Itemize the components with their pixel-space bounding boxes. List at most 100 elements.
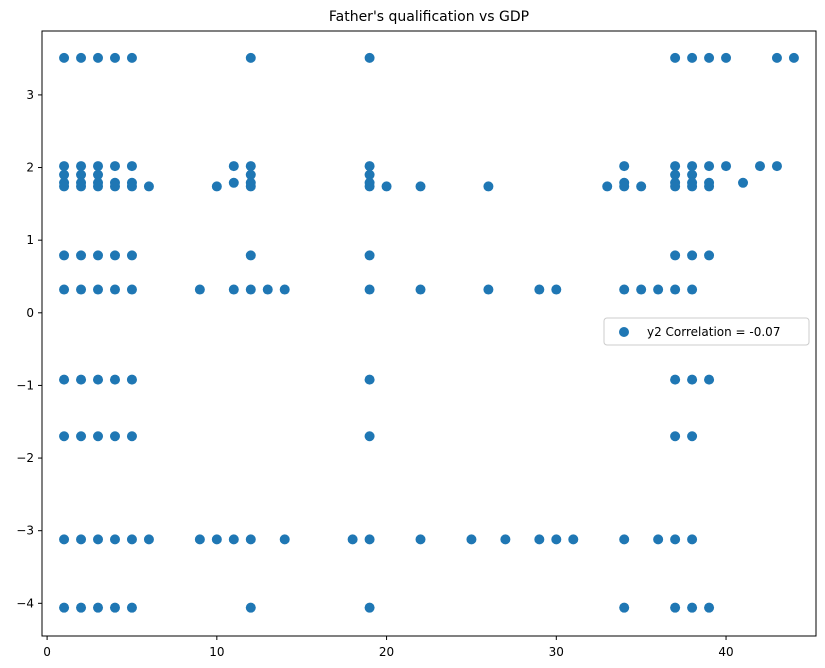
data-point xyxy=(93,161,104,172)
data-point xyxy=(670,52,681,63)
data-point xyxy=(76,534,87,545)
y-tick-label: −1 xyxy=(16,378,34,392)
x-tick-label: 30 xyxy=(549,645,564,659)
axis-ticks: 0 10 20 30 40 −4 −3 −2 −1 0 1 2 3 xyxy=(16,88,733,659)
data-point xyxy=(59,374,70,385)
data-point xyxy=(670,161,681,172)
data-point xyxy=(721,52,732,63)
data-point xyxy=(194,534,205,545)
data-point xyxy=(245,250,256,261)
data-point xyxy=(76,602,87,613)
data-point xyxy=(771,52,782,63)
data-point xyxy=(653,534,664,545)
data-point xyxy=(126,374,137,385)
data-point xyxy=(59,431,70,442)
data-point xyxy=(109,374,120,385)
data-point xyxy=(59,284,70,295)
data-point xyxy=(687,169,698,180)
data-point xyxy=(245,602,256,613)
data-point xyxy=(76,181,87,192)
y-tick-label: −3 xyxy=(16,524,34,538)
data-point xyxy=(76,250,87,261)
data-point xyxy=(126,52,137,63)
data-point xyxy=(76,52,87,63)
data-point xyxy=(534,284,545,295)
legend-marker xyxy=(619,327,629,337)
data-point xyxy=(687,602,698,613)
data-point xyxy=(59,602,70,613)
data-point xyxy=(364,431,375,442)
data-point xyxy=(704,161,715,172)
data-point xyxy=(687,284,698,295)
data-point xyxy=(126,602,137,613)
data-point xyxy=(534,534,545,545)
data-point xyxy=(771,161,782,172)
data-point xyxy=(76,284,87,295)
data-point xyxy=(687,52,698,63)
data-point xyxy=(568,534,579,545)
data-point xyxy=(670,431,681,442)
legend: y2 Correlation = -0.07 xyxy=(603,317,810,346)
data-point xyxy=(670,169,681,180)
data-point xyxy=(93,534,104,545)
data-point xyxy=(109,181,120,192)
data-point xyxy=(262,284,273,295)
data-point xyxy=(415,284,426,295)
data-point xyxy=(687,431,698,442)
data-point xyxy=(93,181,104,192)
data-point xyxy=(93,374,104,385)
data-point xyxy=(738,177,749,188)
data-point xyxy=(109,52,120,63)
data-point xyxy=(228,284,239,295)
data-point xyxy=(619,534,630,545)
data-point xyxy=(279,284,290,295)
data-point xyxy=(687,534,698,545)
data-point xyxy=(619,181,630,192)
data-point xyxy=(364,169,375,180)
data-point xyxy=(245,169,256,180)
data-point xyxy=(619,161,630,172)
data-point xyxy=(109,250,120,261)
data-point xyxy=(109,602,120,613)
data-point xyxy=(279,534,290,545)
data-point xyxy=(93,52,104,63)
data-point xyxy=(126,431,137,442)
data-point xyxy=(415,181,426,192)
data-point xyxy=(93,169,104,180)
data-point xyxy=(76,169,87,180)
data-point xyxy=(687,374,698,385)
data-point xyxy=(364,250,375,261)
data-point xyxy=(415,534,426,545)
data-point xyxy=(364,602,375,613)
data-point xyxy=(687,161,698,172)
data-point xyxy=(636,181,647,192)
data-point xyxy=(670,534,681,545)
data-point xyxy=(245,284,256,295)
data-point xyxy=(381,181,392,192)
data-point xyxy=(228,177,239,188)
data-point xyxy=(93,284,104,295)
data-point xyxy=(245,161,256,172)
data-point xyxy=(466,534,477,545)
data-point xyxy=(126,284,137,295)
y-tick-label: 1 xyxy=(26,233,34,247)
data-point xyxy=(59,250,70,261)
data-point xyxy=(551,534,562,545)
data-point xyxy=(704,181,715,192)
data-point xyxy=(619,602,630,613)
legend-label: y2 Correlation = -0.07 xyxy=(647,325,780,339)
data-point xyxy=(687,181,698,192)
data-point xyxy=(721,161,732,172)
x-tick-label: 10 xyxy=(209,645,224,659)
data-point xyxy=(109,431,120,442)
data-point xyxy=(653,284,664,295)
x-tick-label: 0 xyxy=(43,645,51,659)
data-point xyxy=(483,284,494,295)
data-point xyxy=(59,161,70,172)
data-point xyxy=(109,161,120,172)
data-point xyxy=(704,602,715,613)
data-point xyxy=(76,374,87,385)
data-point xyxy=(59,181,70,192)
data-point xyxy=(754,161,765,172)
data-point xyxy=(687,250,698,261)
